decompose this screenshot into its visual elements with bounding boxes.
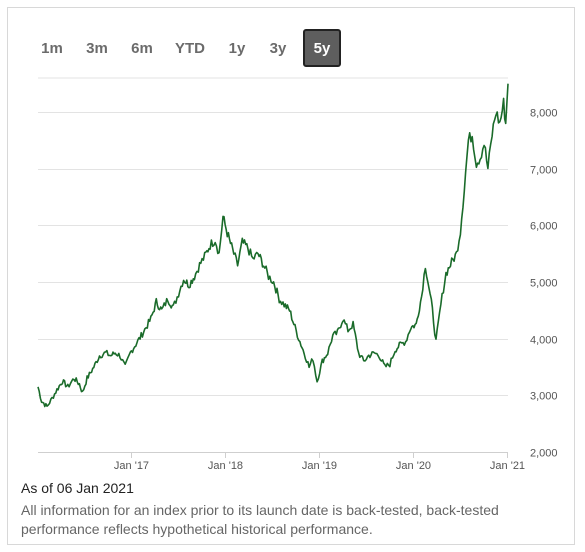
x-tick-label: Jan '19 <box>302 460 337 472</box>
tab-3m[interactable]: 3m <box>86 39 108 57</box>
series-group <box>37 83 509 408</box>
y-tick-label: 6,000 <box>530 221 558 233</box>
x-tick-label: Jan '21 <box>490 460 525 472</box>
y-tick-label: 8,000 <box>530 108 558 120</box>
x-tick-label: Jan '17 <box>114 460 149 472</box>
tab-5y[interactable]: 5y <box>303 29 341 67</box>
range-tabs: 1m 3m 6m YTD 1y 3y 5y <box>30 28 341 68</box>
y-tick-label: 2,000 <box>530 448 558 460</box>
tab-3y[interactable]: 3y <box>269 39 287 57</box>
y-tick-label: 7,000 <box>530 165 558 177</box>
backtest-disclaimer: All information for an index prior to it… <box>21 502 499 537</box>
chart-footer: As of 06 Jan 2021 All information for an… <box>21 480 561 539</box>
series-line <box>37 83 509 408</box>
y-axis-ticks: 2,000 3,000 4,000 5,000 6,000 7,000 8,000 <box>530 108 558 460</box>
tab-1y[interactable]: 1y <box>228 39 246 57</box>
tab-1m[interactable]: 1m <box>41 39 63 57</box>
y-tick-label: 3,000 <box>530 391 558 403</box>
chart-card: 1m 3m 6m YTD 1y 3y 5y <box>7 7 575 545</box>
tab-ytd[interactable]: YTD <box>175 39 205 57</box>
x-tick-label: Jan '20 <box>396 460 431 472</box>
x-axis-ticks: Jan '17 Jan '18 Jan '19 Jan '20 Jan '21 <box>114 452 525 472</box>
tab-6m[interactable]: 6m <box>131 39 153 57</box>
y-tick-label: 5,000 <box>530 278 558 290</box>
chart-grid <box>38 77 508 396</box>
y-tick-label: 4,000 <box>530 335 558 347</box>
as-of-date: As of 06 Jan 2021 <box>21 480 134 496</box>
x-tick-label: Jan '18 <box>208 460 243 472</box>
line-chart: 2,000 3,000 4,000 5,000 6,000 7,000 8,000 Jan … <box>37 77 558 472</box>
